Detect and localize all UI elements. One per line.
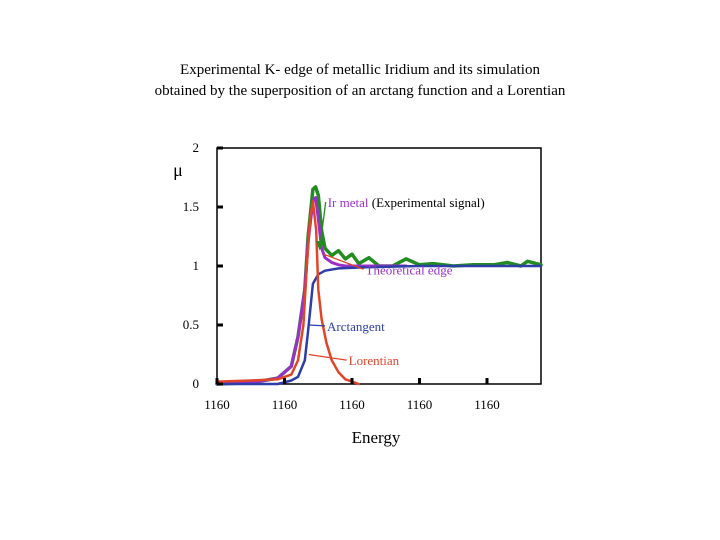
y-tick-label-2: 0.5 <box>183 317 199 332</box>
y-tick-label-4: 1.5 <box>183 199 199 214</box>
y-axis-label: μ <box>173 160 183 180</box>
annotation-3-part-1: Arctangent <box>327 319 385 334</box>
annotation-4-leader <box>308 353 347 361</box>
annotation-2-part-1: Theoretical edge <box>366 262 453 277</box>
annotation-2: Theoretical edge <box>366 262 453 277</box>
series-line-3 <box>215 264 543 386</box>
series-line-2 <box>215 196 408 386</box>
annotation-1-part-1: Ir metal <box>328 195 369 210</box>
series-line-4 <box>215 199 361 386</box>
annotation-4: Lorentian <box>349 353 400 368</box>
annotation-2-leader <box>323 253 364 270</box>
annotation-1-part-2: (Experimental signal) <box>368 195 484 210</box>
annotation-3-leader <box>308 324 326 327</box>
chart-title-line-2: obtained by the superposition of an arct… <box>154 83 566 99</box>
annotation-1: Ir metal (Experimental signal) <box>328 195 485 210</box>
y-tick-label-5: 2 <box>193 140 200 155</box>
x-tick-label-1: 1160 <box>204 397 230 412</box>
x-axis-label: Energy <box>352 428 401 447</box>
chart-title: Experimental K- edge of metallic Iridium… <box>120 60 600 102</box>
y-tick-label-3: 1 <box>193 258 200 273</box>
x-tick-label-5: 1160 <box>474 397 500 412</box>
chart-title-line-1: Experimental K- edge of metallic Iridium… <box>180 62 540 78</box>
annotation-3: Arctangent <box>327 319 385 334</box>
x-tick-label-3: 1160 <box>339 397 365 412</box>
annotation-1-leader <box>316 201 327 251</box>
x-tick-label-4: 1160 <box>407 397 433 412</box>
annotation-4-part-1: Lorentian <box>349 353 400 368</box>
y-tick-label-1: 0 <box>193 376 200 391</box>
x-tick-label-2: 1160 <box>272 397 298 412</box>
